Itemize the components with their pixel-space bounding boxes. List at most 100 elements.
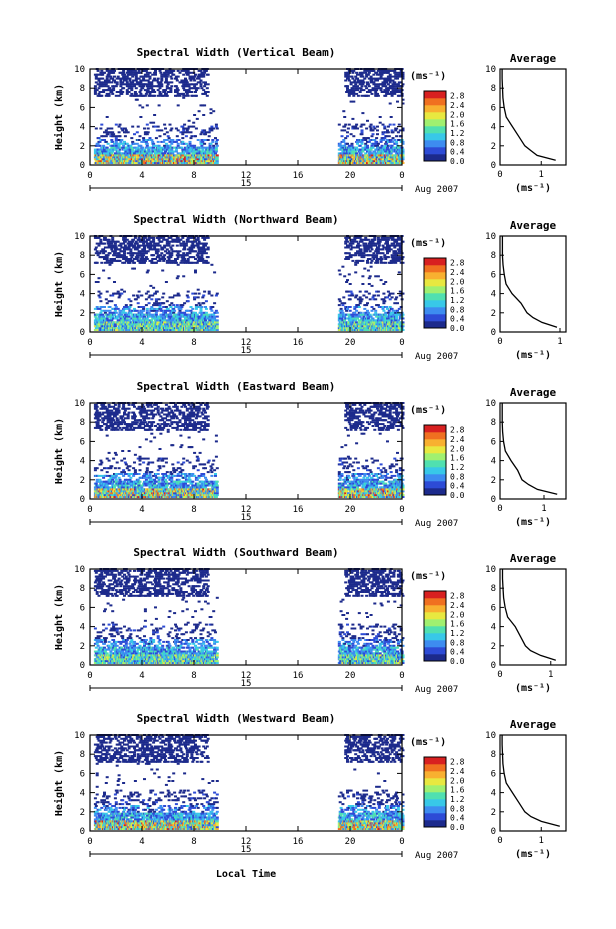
heatmap-cell	[353, 79, 357, 82]
heatmap-cell	[184, 131, 187, 134]
heatmap-cell	[349, 238, 353, 241]
heatmap-cell	[117, 144, 121, 147]
heatmap-cell	[366, 94, 370, 97]
heatmap-cell	[351, 259, 355, 262]
heatmap-cell	[349, 100, 353, 103]
heatmap-cell	[147, 302, 151, 305]
heatmap-cell	[128, 85, 132, 88]
heatmap-cell	[143, 69, 146, 72]
heatmap-cell	[215, 139, 219, 141]
heatmap-cell	[341, 146, 345, 149]
heatmap-cell	[107, 92, 111, 95]
heatmap-cell	[192, 125, 196, 128]
heatmap-cell	[185, 129, 189, 132]
heatmap-cell	[193, 114, 197, 116]
heatmap-cell	[340, 315, 344, 318]
heatmap-cell	[113, 142, 116, 145]
heatmap-cell	[351, 238, 355, 241]
heatmap-cell	[363, 311, 367, 314]
heatmap-cell	[363, 77, 367, 80]
heatmap-cell	[132, 154, 136, 157]
heatmap-cell	[103, 150, 106, 153]
heatmap-cell	[171, 296, 175, 299]
heatmap-cell	[187, 152, 191, 155]
heatmap-cell	[110, 69, 114, 72]
heatmap-cell	[188, 154, 192, 157]
heatmap-cell	[396, 100, 399, 103]
heatmap-cell	[386, 89, 390, 92]
heatmap-cell	[353, 89, 357, 92]
heatmap-cell	[154, 160, 157, 163]
heatmap-cell	[160, 140, 164, 143]
heatmap-cell	[352, 92, 356, 95]
heatmap-cell	[401, 75, 405, 78]
heatmap-cell	[142, 317, 146, 320]
heatmap-cell	[194, 323, 197, 326]
heatmap-cell	[199, 69, 203, 72]
heatmap-cell	[93, 92, 97, 95]
heatmap-cell	[204, 306, 207, 308]
heatmap-cell	[193, 85, 197, 88]
heatmap-cell	[122, 154, 126, 157]
heatmap-cell	[371, 87, 375, 90]
heatmap-cell	[371, 133, 375, 136]
heatmap-cell	[370, 79, 374, 82]
heatmap-cell	[158, 135, 162, 138]
heatmap-cell	[347, 236, 351, 239]
heatmap-cell	[114, 94, 118, 97]
heatmap-cell	[165, 75, 169, 78]
heatmap-cell	[111, 150, 115, 153]
heatmap-cell	[188, 75, 192, 78]
heatmap-cell	[366, 150, 369, 153]
heatmap-cell	[158, 91, 162, 93]
heatmap-cell	[376, 144, 379, 147]
heatmap-cell	[119, 89, 123, 92]
heatmap-cell	[199, 258, 203, 260]
heatmap-cell	[128, 261, 132, 264]
heatmap-cell	[367, 69, 371, 72]
heatmap-cell	[154, 73, 157, 76]
heatmap-cell	[351, 150, 355, 153]
heatmap-cell	[118, 248, 122, 251]
heatmap-cell	[371, 244, 375, 247]
heatmap-cell	[166, 158, 170, 161]
heatmap-cell	[128, 148, 132, 151]
heatmap-cell	[366, 91, 369, 93]
heatmap-cell	[215, 315, 219, 318]
heatmap-cell	[162, 259, 166, 262]
heatmap-cell	[143, 261, 146, 264]
heatmap-cell	[210, 309, 214, 312]
heatmap-cell	[187, 146, 191, 149]
heatmap-cell	[352, 160, 356, 163]
heatmap-cell	[361, 146, 365, 149]
heatmap-cell	[93, 315, 97, 318]
heatmap-cell	[202, 302, 206, 305]
heatmap-cell	[122, 71, 126, 74]
heatmap-cell	[133, 248, 137, 251]
heatmap-cell	[170, 302, 174, 305]
heatmap-cell	[121, 250, 125, 253]
heatmap-cell	[99, 240, 103, 243]
heatmap-cell	[170, 81, 174, 84]
heatmap-cell	[157, 81, 161, 84]
heatmap-cell	[365, 254, 369, 257]
heatmap-cell	[196, 246, 200, 249]
heatmap-cell	[99, 292, 103, 295]
heatmap-cell	[355, 309, 359, 312]
heatmap-cell	[101, 139, 105, 141]
heatmap-cell	[143, 315, 146, 318]
heatmap-cell	[166, 135, 170, 138]
heatmap-cell	[126, 152, 130, 155]
heatmap-cell	[343, 315, 347, 318]
heatmap-cell	[186, 236, 190, 239]
heatmap-cell	[100, 309, 104, 312]
heatmap-cell	[148, 160, 152, 163]
heatmap-cell	[373, 127, 377, 130]
heatmap-cell	[208, 148, 212, 151]
heatmap-cell	[121, 256, 125, 259]
heatmap-cell	[170, 158, 174, 161]
heatmap-cell	[127, 240, 131, 243]
heatmap-cell	[152, 160, 156, 163]
heatmap-cell	[345, 238, 349, 241]
heatmap-cell	[180, 313, 184, 316]
